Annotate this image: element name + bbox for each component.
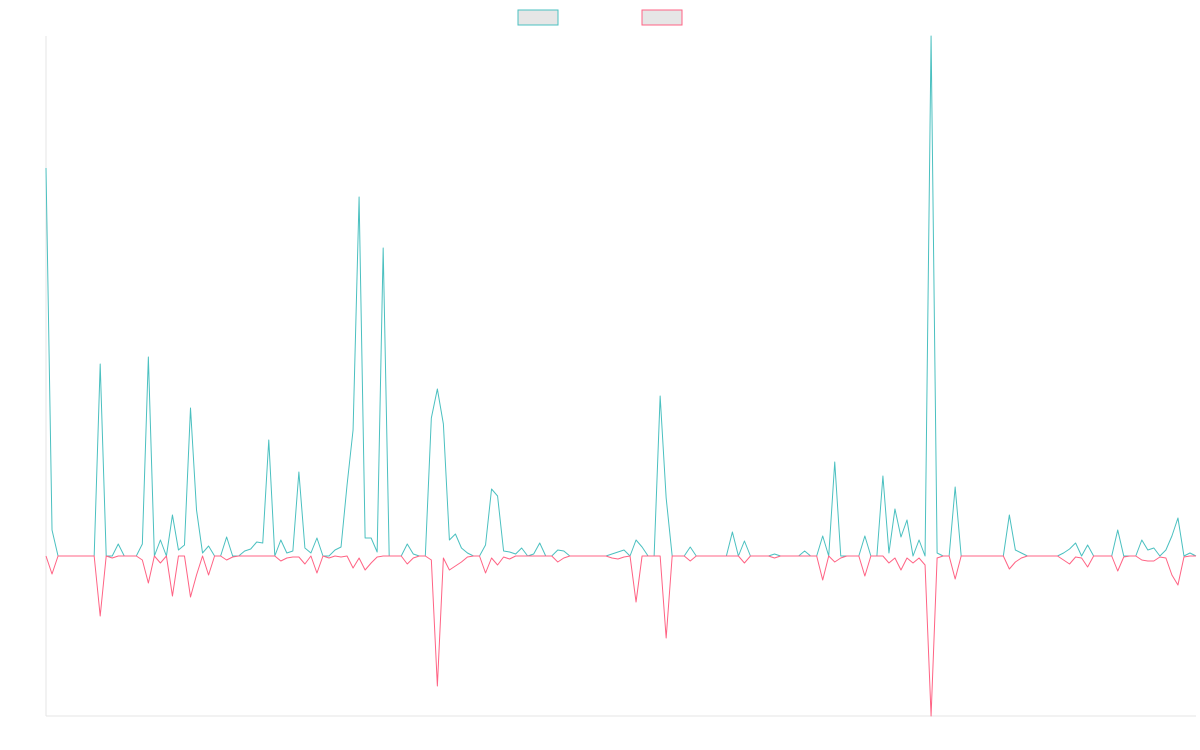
data-line bbox=[45, 35, 1197, 557]
data-line bbox=[45, 555, 1196, 717]
legend-swatch bbox=[517, 9, 559, 26]
legend-swatch bbox=[641, 9, 683, 26]
